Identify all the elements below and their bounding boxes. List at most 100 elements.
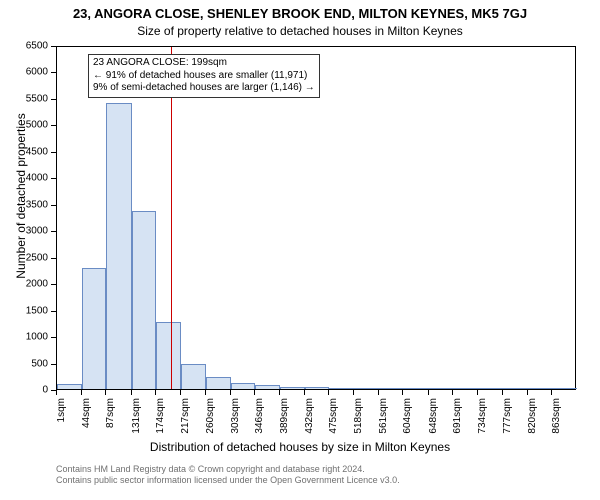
histogram-bar [57,384,82,389]
x-tick-label: 303sqm [230,398,241,453]
y-tick-mark [51,178,56,179]
y-tick-label: 5500 [0,93,48,104]
x-tick-mark [477,390,478,395]
x-tick-mark [155,390,156,395]
histogram-bar [255,385,280,389]
x-tick-label: 1sqm [56,398,67,453]
x-tick-label: 44sqm [81,398,92,453]
y-tick-label: 1500 [0,305,48,316]
y-tick-mark [51,125,56,126]
histogram-bar [478,388,503,389]
x-tick-label: 863sqm [551,398,562,453]
x-tick-label: 734sqm [477,398,488,453]
y-tick-label: 5000 [0,120,48,131]
x-tick-mark [180,390,181,395]
x-tick-label: 475sqm [328,398,339,453]
x-tick-mark [205,390,206,395]
histogram-bar [106,103,131,389]
y-tick-label: 6000 [0,67,48,78]
x-tick-mark [56,390,57,395]
y-tick-mark [51,205,56,206]
x-tick-mark [502,390,503,395]
y-tick-mark [51,231,56,232]
x-tick-label: 131sqm [131,398,142,453]
y-tick-label: 0 [0,385,48,396]
histogram-bar [354,388,379,389]
x-tick-label: 820sqm [527,398,538,453]
y-tick-label: 6500 [0,41,48,52]
y-tick-mark [51,72,56,73]
x-tick-label: 174sqm [155,398,166,453]
histogram-bar [231,383,256,389]
histogram-bar [132,211,157,389]
x-tick-mark [254,390,255,395]
x-tick-mark [81,390,82,395]
y-tick-mark [51,99,56,100]
x-tick-label: 604sqm [402,398,413,453]
histogram-bar [528,388,553,389]
annotation-line: ← 91% of detached houses are smaller (11… [93,70,315,83]
x-tick-label: 777sqm [502,398,513,453]
y-tick-label: 4000 [0,173,48,184]
histogram-bar [329,388,354,389]
x-tick-label: 432sqm [304,398,315,453]
y-tick-mark [51,364,56,365]
histogram-bar [503,388,528,389]
attribution-line-1: Contains HM Land Registry data © Crown c… [56,464,400,475]
y-tick-label: 4500 [0,146,48,157]
attribution-line-2: Contains public sector information licen… [56,475,400,486]
y-tick-mark [51,152,56,153]
histogram-bar [305,387,330,389]
y-tick-mark [51,311,56,312]
attribution: Contains HM Land Registry data © Crown c… [56,464,400,486]
x-tick-mark [328,390,329,395]
x-tick-label: 217sqm [180,398,191,453]
y-tick-label: 2000 [0,279,48,290]
plot-area [56,46,576,390]
x-tick-label: 648sqm [428,398,439,453]
x-tick-mark [279,390,280,395]
x-tick-label: 561sqm [378,398,389,453]
y-tick-label: 1000 [0,332,48,343]
x-tick-mark [353,390,354,395]
chart-subtitle: Size of property relative to detached ho… [0,24,600,38]
x-tick-label: 346sqm [254,398,265,453]
x-tick-label: 518sqm [353,398,364,453]
x-tick-mark [378,390,379,395]
x-tick-mark [428,390,429,395]
histogram-bar [206,377,231,389]
histogram-bar [181,364,206,389]
chart-title: 23, ANGORA CLOSE, SHENLEY BROOK END, MIL… [0,6,600,21]
histogram-bar [379,388,404,389]
x-tick-label: 389sqm [279,398,290,453]
x-tick-mark [527,390,528,395]
x-tick-mark [230,390,231,395]
property-marker-line [171,47,172,389]
histogram-bar [280,387,305,389]
histogram-bar [156,322,181,389]
y-tick-label: 2500 [0,252,48,263]
y-tick-label: 3500 [0,199,48,210]
x-tick-label: 691sqm [452,398,463,453]
histogram-bar [82,268,107,389]
annotation-box: 23 ANGORA CLOSE: 199sqm← 91% of detached… [88,54,320,98]
y-tick-mark [51,337,56,338]
annotation-line: 23 ANGORA CLOSE: 199sqm [93,57,315,70]
annotation-line: 9% of semi-detached houses are larger (1… [93,82,315,95]
x-tick-mark [402,390,403,395]
x-tick-mark [304,390,305,395]
y-tick-mark [51,284,56,285]
x-tick-label: 87sqm [105,398,116,453]
y-tick-mark [51,46,56,47]
x-tick-label: 260sqm [205,398,216,453]
histogram-bar [403,388,428,389]
y-tick-label: 500 [0,358,48,369]
histogram-bar [453,388,478,389]
x-tick-mark [105,390,106,395]
y-tick-mark [51,258,56,259]
histogram-bar [552,388,577,389]
x-tick-mark [131,390,132,395]
x-tick-mark [452,390,453,395]
histogram-bar [429,388,454,389]
x-tick-mark [551,390,552,395]
